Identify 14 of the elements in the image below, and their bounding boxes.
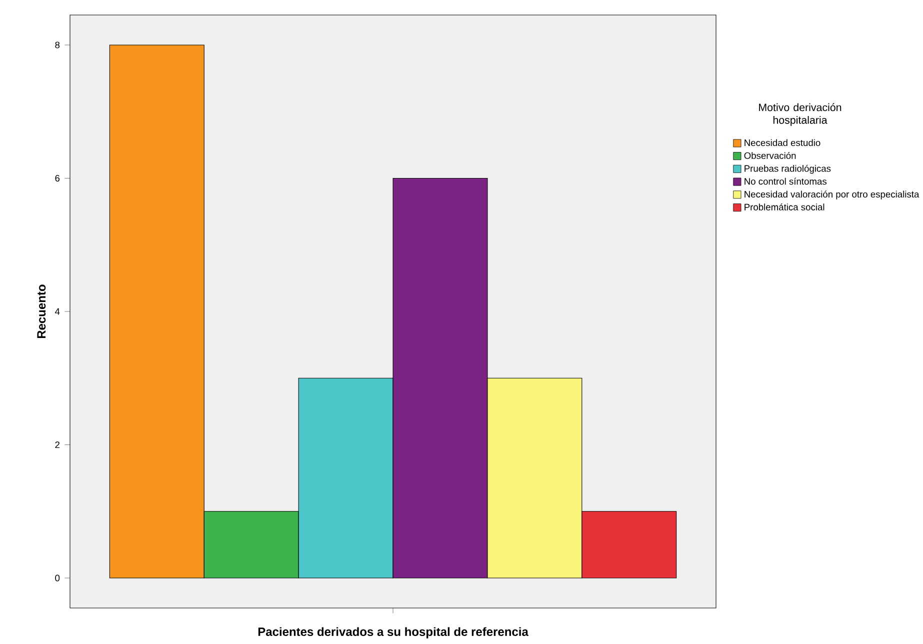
y-tick-label: 8 bbox=[55, 42, 60, 48]
y-tick-label: 6 bbox=[55, 174, 60, 182]
legend-label: Problemática social bbox=[744, 203, 824, 210]
x-axis-title: Pacientes derivados a su hospital de referencia bbox=[258, 627, 528, 638]
legend-title: Motivo derivación hospitalaria bbox=[759, 103, 842, 126]
legend-label: Observación bbox=[744, 152, 796, 159]
legend-label: Necesidad valoración por otro especialista bbox=[744, 190, 920, 200]
y-tick-label: 2 bbox=[55, 442, 60, 448]
legend-label: Necesidad estudio bbox=[744, 139, 820, 146]
y-tick-label: 0 bbox=[55, 574, 60, 582]
legend-label: No control síntomas bbox=[744, 178, 826, 185]
y-tick-label: 4 bbox=[54, 308, 60, 315]
y-axis-title: Recuento bbox=[37, 284, 46, 338]
legend-label: Pruebas radiológicas bbox=[744, 164, 831, 174]
